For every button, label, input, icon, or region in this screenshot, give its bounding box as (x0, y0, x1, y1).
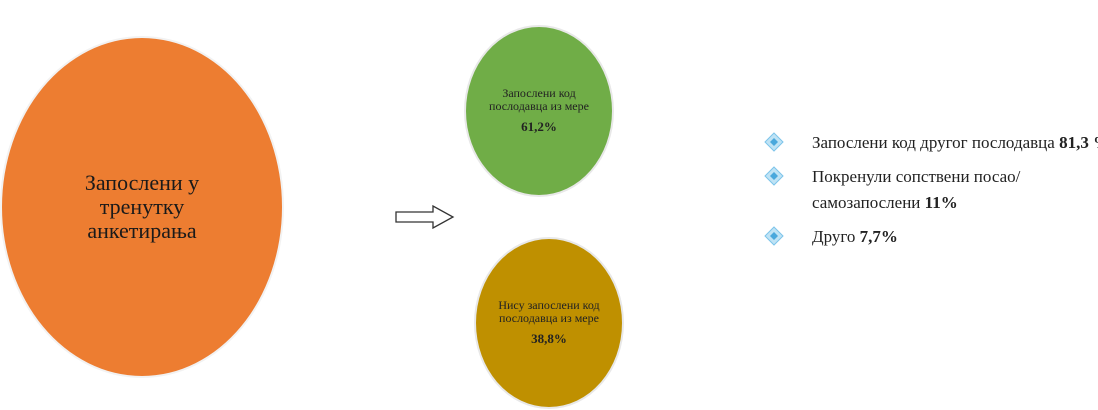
legend-list: Запослени код другог послодавца 81,3 % П… (764, 130, 1098, 258)
gold-circle-percent: 38,8% (531, 331, 567, 346)
legend-item: Запослени код другог послодавца 81,3 % (764, 130, 1098, 156)
green-circle-label: Запослени код послодавца из мере (489, 86, 589, 113)
right-arrow-icon (395, 205, 455, 229)
legend-item: Друго 7,7% (764, 224, 1098, 250)
legend-item-text: Покренули сопствени посао/самозапослени … (812, 167, 1021, 212)
diamond-bullet-icon (764, 132, 784, 152)
legend-item-text: Друго 7,7% (812, 227, 898, 246)
gold-circle-label: Нису запослени код послодавца из мере (498, 298, 600, 325)
green-circle-percent: 61,2% (521, 119, 557, 134)
legend-item: Покренули сопствени посао/самозапослени … (764, 164, 1098, 216)
legend-item-value: 81,3 % (1059, 133, 1098, 152)
main-circle-label: Запослени у тренутку анкетирања (84, 170, 200, 243)
legend-item-value: 7,7% (859, 227, 898, 246)
gold-circle: Нису запослени код послодавца из мере 38… (474, 237, 624, 409)
diamond-bullet-icon (764, 226, 784, 246)
legend-item-text: Запослени код другог послодавца 81,3 % (812, 130, 1098, 156)
diamond-bullet-icon (764, 166, 784, 186)
green-circle: Запослени код послодавца из мере 61,2% (464, 25, 614, 197)
main-circle: Запослени у тренутку анкетирања (0, 36, 284, 378)
legend-item-value: 11% (924, 193, 958, 212)
